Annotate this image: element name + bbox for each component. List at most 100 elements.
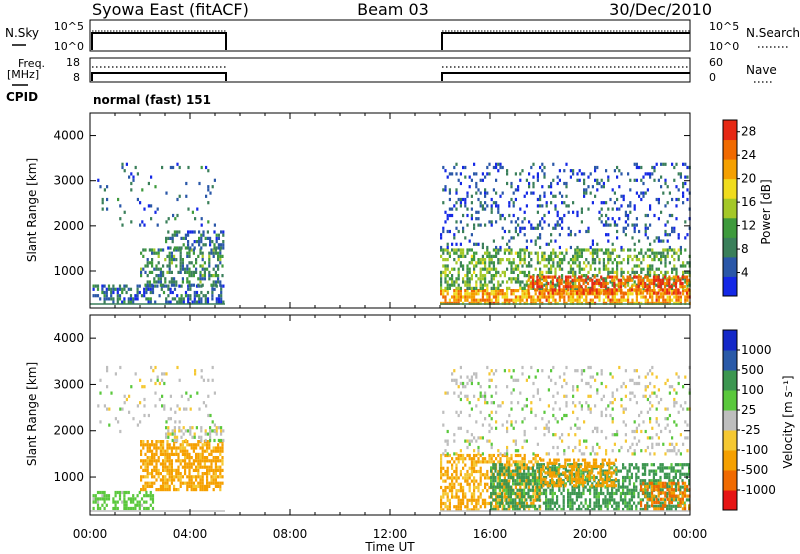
heatmap-cell bbox=[668, 475, 671, 480]
heatmap-cell bbox=[442, 251, 445, 255]
heatmap-cell bbox=[459, 498, 462, 502]
heatmap-cell bbox=[593, 288, 596, 292]
heatmap-cell bbox=[455, 201, 458, 205]
heatmap-cell bbox=[575, 477, 578, 481]
heatmap-cell bbox=[151, 456, 154, 460]
heatmap-cell bbox=[177, 452, 180, 456]
heatmap-cell bbox=[146, 484, 149, 488]
heatmap-cell bbox=[495, 298, 498, 302]
heatmap-cell bbox=[674, 278, 678, 282]
heatmap-cell bbox=[561, 201, 564, 205]
heatmap-cell bbox=[207, 413, 210, 418]
heatmap-cell bbox=[210, 462, 213, 466]
heatmap-cell bbox=[564, 278, 568, 282]
heatmap-cell bbox=[171, 297, 174, 301]
heatmap-cell bbox=[486, 365, 489, 370]
heatmap-cell bbox=[468, 283, 471, 287]
heatmap-cell bbox=[118, 287, 122, 291]
heatmap-cell bbox=[151, 484, 154, 488]
heatmap-cell bbox=[528, 270, 531, 274]
heatmap-cell bbox=[169, 300, 172, 304]
heatmap-cell bbox=[544, 480, 547, 485]
heatmap-cell bbox=[451, 466, 454, 470]
heatmap-cell bbox=[517, 217, 520, 221]
heatmap-cell bbox=[495, 426, 498, 430]
heatmap-cell bbox=[534, 469, 537, 473]
heatmap-cell bbox=[611, 298, 614, 302]
heatmap-cell bbox=[582, 472, 585, 476]
heatmap-cell bbox=[558, 295, 561, 299]
heatmap-cell bbox=[613, 498, 616, 502]
heatmap-cell bbox=[622, 270, 625, 274]
heatmap-cell bbox=[162, 283, 165, 287]
heatmap-cell bbox=[148, 248, 151, 252]
heatmap-cell bbox=[486, 267, 489, 271]
heatmap-cell bbox=[190, 446, 193, 450]
heatmap-cell bbox=[672, 504, 675, 508]
heatmap-cell bbox=[534, 226, 537, 230]
heatmap-cell bbox=[613, 507, 616, 512]
heatmap-cell bbox=[662, 239, 665, 243]
heatmap-cell bbox=[490, 453, 493, 458]
heatmap-cell bbox=[573, 472, 576, 476]
heatmap-cell bbox=[172, 213, 175, 218]
heatmap-cell bbox=[123, 506, 126, 511]
heatmap-cell bbox=[166, 481, 169, 485]
heatmap-cell bbox=[644, 289, 647, 293]
heatmap-cell bbox=[506, 473, 509, 477]
heatmap-cell bbox=[686, 295, 689, 299]
heatmap-cell bbox=[536, 491, 539, 496]
heatmap-cell bbox=[546, 471, 549, 475]
heatmap-cell bbox=[199, 462, 202, 466]
heatmap-cell bbox=[444, 169, 447, 173]
heatmap-cell bbox=[571, 504, 574, 508]
heatmap-cell bbox=[624, 491, 627, 496]
heatmap-cell bbox=[684, 491, 687, 495]
heatmap-cell bbox=[453, 482, 456, 486]
heatmap-cell bbox=[608, 288, 612, 292]
heatmap-cell bbox=[594, 248, 597, 252]
heatmap-cell bbox=[670, 469, 673, 473]
heatmap-cell bbox=[543, 175, 546, 179]
heatmap-cell bbox=[446, 391, 449, 395]
heatmap-cell bbox=[501, 479, 504, 483]
heatmap-cell bbox=[563, 298, 566, 302]
heatmap-cell bbox=[475, 479, 478, 483]
heatmap-cell bbox=[584, 479, 587, 483]
heatmap-cell bbox=[144, 452, 147, 456]
heatmap-cell bbox=[597, 291, 601, 295]
heatmap-cell bbox=[149, 503, 152, 507]
heatmap-cell bbox=[444, 264, 447, 268]
heatmap-cell bbox=[653, 178, 656, 182]
heatmap-cell bbox=[631, 236, 634, 240]
heatmap-cell bbox=[589, 491, 592, 496]
heatmap-cell bbox=[573, 491, 576, 496]
heatmap-cell bbox=[662, 491, 665, 495]
heatmap-cell bbox=[169, 407, 172, 411]
heatmap-cell bbox=[481, 245, 484, 250]
heatmap-cell bbox=[166, 478, 169, 482]
heatmap-cell bbox=[159, 440, 162, 444]
heatmap-cell bbox=[673, 481, 676, 485]
heatmap-cell bbox=[506, 420, 509, 424]
heatmap-cell bbox=[477, 449, 480, 453]
heatmap-cell bbox=[528, 181, 531, 186]
heatmap-cell bbox=[475, 498, 478, 502]
heatmap-cell bbox=[140, 440, 143, 444]
heatmap-cell bbox=[170, 258, 173, 262]
heatmap-cell bbox=[177, 446, 180, 450]
heatmap-cell bbox=[668, 494, 671, 498]
heatmap-cell bbox=[686, 233, 689, 237]
heatmap-cell bbox=[681, 497, 684, 501]
heatmap-cell bbox=[605, 220, 608, 224]
heatmap-cell bbox=[677, 291, 680, 295]
heatmap-cell bbox=[554, 251, 557, 255]
heatmap-cell bbox=[466, 394, 469, 398]
heatmap-cell bbox=[556, 210, 559, 214]
heatmap-cell bbox=[616, 207, 619, 211]
heatmap-cell bbox=[492, 453, 495, 458]
heatmap-cell bbox=[612, 484, 615, 488]
heatmap-cell bbox=[514, 453, 517, 458]
heatmap-cell bbox=[554, 223, 557, 227]
heatmap-cell bbox=[599, 468, 602, 472]
